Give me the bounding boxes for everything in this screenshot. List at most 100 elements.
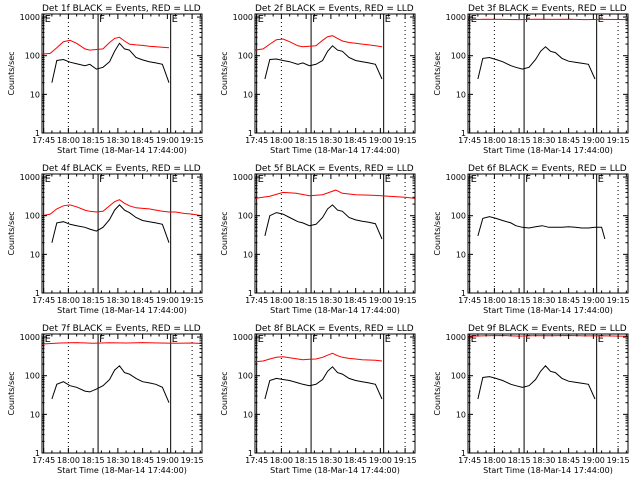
x-axis-label: Start Time (18-Mar-14 17:44:00) bbox=[57, 466, 187, 475]
x-tick-label: 18:30 bbox=[319, 296, 342, 305]
interval-marker-label: E bbox=[258, 174, 264, 185]
x-tick-label: 17:45 bbox=[32, 456, 55, 465]
plot-frame bbox=[467, 173, 629, 294]
x-tick-label: 17:45 bbox=[245, 456, 268, 465]
x-axis-label: Start Time (18-Mar-14 17:44:00) bbox=[270, 146, 400, 155]
x-tick-label: 18:15 bbox=[295, 296, 318, 305]
x-tick-label: 19:15 bbox=[181, 456, 204, 465]
interval-marker-label: F bbox=[312, 174, 318, 185]
y-tick-label: 1 bbox=[35, 449, 40, 458]
interval-marker-label: E bbox=[258, 14, 264, 25]
y-axis-label: Counts/sec bbox=[433, 211, 442, 255]
y-tick-label: 1 bbox=[35, 129, 40, 138]
y-tick-label: 10 bbox=[30, 250, 40, 259]
interval-marker-label: E bbox=[385, 174, 391, 185]
y-tick-label: 10 bbox=[456, 250, 466, 259]
x-tick-label: 19:15 bbox=[607, 456, 630, 465]
y-tick-label: 1000 bbox=[446, 13, 466, 22]
y-axis-label: Counts/sec bbox=[7, 51, 16, 95]
y-tick-label: 1 bbox=[461, 449, 466, 458]
x-tick-label: 17:45 bbox=[245, 136, 268, 145]
y-axis-label: Counts/sec bbox=[220, 51, 229, 95]
y-tick-label: 100 bbox=[25, 212, 40, 221]
x-tick-label: 18:00 bbox=[483, 456, 506, 465]
series-line-lld bbox=[41, 199, 203, 217]
x-axis-label: Start Time (18-Mar-14 17:44:00) bbox=[57, 306, 187, 315]
x-axis-label: Start Time (18-Mar-14 17:44:00) bbox=[483, 466, 613, 475]
x-tick-label: 18:30 bbox=[106, 456, 129, 465]
x-tick-label: 17:45 bbox=[458, 456, 481, 465]
panel-title: Det 6f BLACK = Events, RED = LLD bbox=[468, 164, 627, 174]
plot-frame bbox=[467, 13, 629, 134]
x-tick-label: 17:45 bbox=[458, 296, 481, 305]
interval-marker-label: E bbox=[172, 174, 178, 185]
y-tick-label: 10 bbox=[243, 250, 253, 259]
series-line-lld bbox=[467, 334, 629, 337]
x-tick-label: 19:00 bbox=[156, 296, 179, 305]
x-tick-label: 18:15 bbox=[82, 296, 105, 305]
y-tick-label: 1000 bbox=[446, 333, 466, 342]
plot-frame bbox=[41, 173, 203, 294]
series-line-events bbox=[477, 365, 596, 400]
x-axis-label: Start Time (18-Mar-14 17:44:00) bbox=[270, 466, 400, 475]
x-tick-label: 18:45 bbox=[344, 136, 367, 145]
series-line-events bbox=[477, 46, 596, 80]
panel-title: Det 4f BLACK = Events, RED = LLD bbox=[42, 164, 201, 174]
series-line-lld bbox=[41, 342, 203, 345]
y-axis-label: Counts/sec bbox=[433, 371, 442, 415]
x-tick-label: 18:30 bbox=[532, 136, 555, 145]
y-tick-label: 1 bbox=[248, 449, 253, 458]
y-tick-label: 100 bbox=[25, 372, 40, 381]
x-tick-label: 18:45 bbox=[131, 456, 154, 465]
interval-marker-label: E bbox=[45, 174, 51, 185]
y-tick-label: 1000 bbox=[20, 173, 40, 182]
x-axis-label: Start Time (18-Mar-14 17:44:00) bbox=[483, 146, 613, 155]
x-tick-label: 18:00 bbox=[483, 296, 506, 305]
x-tick-label: 19:15 bbox=[394, 136, 417, 145]
plot-frame bbox=[41, 13, 203, 134]
y-axis-label: Counts/sec bbox=[433, 51, 442, 95]
x-tick-label: 18:30 bbox=[319, 136, 342, 145]
series-line-events bbox=[264, 45, 383, 80]
x-tick-label: 19:15 bbox=[181, 136, 204, 145]
x-tick-label: 18:45 bbox=[131, 296, 154, 305]
x-tick-label: 18:45 bbox=[557, 296, 580, 305]
panel-title: Det 1f BLACK = Events, RED = LLD bbox=[42, 4, 201, 14]
x-tick-label: 17:45 bbox=[245, 296, 268, 305]
series-line-lld bbox=[254, 352, 383, 363]
x-tick-label: 18:45 bbox=[344, 456, 367, 465]
series-line-lld bbox=[254, 35, 383, 51]
x-tick-label: 18:15 bbox=[295, 136, 318, 145]
interval-marker-label: E bbox=[471, 334, 477, 345]
interval-marker-label: E bbox=[258, 334, 264, 345]
x-tick-label: 18:00 bbox=[270, 456, 293, 465]
y-tick-label: 1 bbox=[248, 289, 253, 298]
y-tick-label: 1000 bbox=[233, 13, 253, 22]
y-tick-label: 1000 bbox=[20, 13, 40, 22]
x-tick-label: 18:00 bbox=[57, 296, 80, 305]
panel-title: Det 8f BLACK = Events, RED = LLD bbox=[255, 324, 414, 334]
panel-title: Det 9f BLACK = Events, RED = LLD bbox=[468, 324, 627, 334]
series-line-events bbox=[264, 204, 383, 240]
y-tick-label: 1000 bbox=[446, 173, 466, 182]
plot-frame bbox=[254, 173, 416, 294]
x-tick-label: 18:15 bbox=[508, 456, 531, 465]
x-tick-label: 18:45 bbox=[557, 136, 580, 145]
interval-marker-label: F bbox=[312, 14, 318, 25]
x-tick-label: 18:30 bbox=[319, 456, 342, 465]
y-tick-label: 10 bbox=[456, 410, 466, 419]
y-tick-label: 1 bbox=[461, 129, 466, 138]
panel-title: Det 7f BLACK = Events, RED = LLD bbox=[42, 324, 201, 334]
x-tick-label: 18:00 bbox=[57, 456, 80, 465]
x-tick-label: 18:30 bbox=[106, 136, 129, 145]
interval-marker-label: E bbox=[598, 174, 604, 185]
x-tick-label: 18:30 bbox=[106, 296, 129, 305]
x-tick-label: 19:00 bbox=[369, 136, 392, 145]
interval-marker-label: E bbox=[172, 334, 178, 345]
y-axis-label: Counts/sec bbox=[7, 211, 16, 255]
panel-title: Det 2f BLACK = Events, RED = LLD bbox=[255, 4, 414, 14]
y-axis-label: Counts/sec bbox=[220, 371, 229, 415]
